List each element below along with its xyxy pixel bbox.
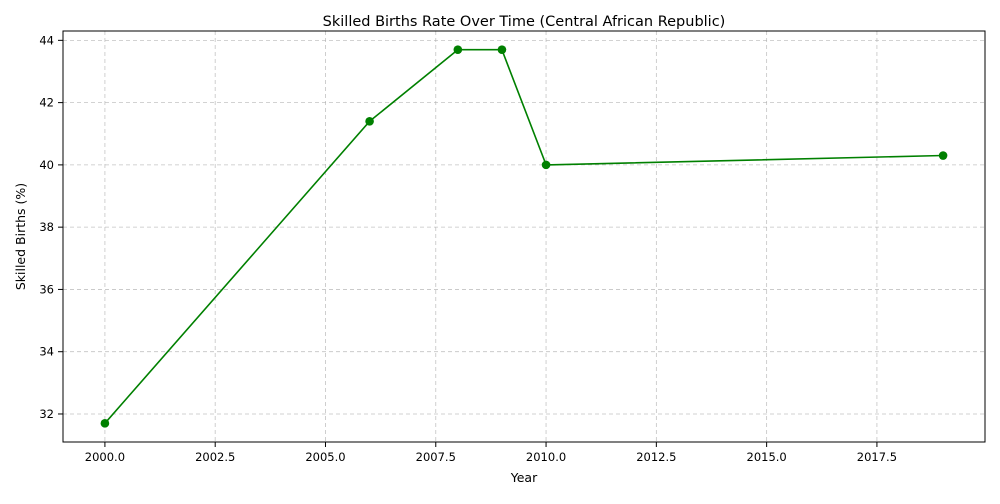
y-tick-label: 32 [39,407,54,421]
data-point [365,116,374,126]
x-axis-label: Year [510,470,538,485]
x-axis: 2000.0 2002.5 2005.0 2007.5 2010.0 2012.5 2015… [85,442,897,464]
data-point [938,151,948,160]
x-tick-label: 2012.5 [636,450,676,464]
plot-frame [62,30,986,443]
y-tick-label: 38 [39,220,54,234]
data-point [541,160,551,170]
y-tick-label: 40 [39,158,54,172]
y-tick-label: 36 [39,282,54,296]
data-point [100,419,110,428]
y-tick-label: 34 [39,345,54,359]
x-tick-label: 2017.5 [857,450,897,464]
x-tick-label: 2000.0 [85,450,125,464]
y-axis-label: Skilled Births (%) [13,183,28,290]
x-tick-label: 2002.5 [195,450,235,464]
x-tick-label: 2010.0 [526,450,566,464]
series-line [104,48,944,424]
x-tick-label: 2005.0 [305,450,345,464]
x-tick-label: 2015.0 [747,450,787,464]
chart-title: Skilled Births Rate Over Time (Central A… [323,14,726,30]
y-tick-label: 42 [39,96,54,110]
y-tick-label: 44 [39,33,54,47]
x-tick-label: 2007.5 [416,450,456,464]
data-point [453,45,463,54]
y-axis: 32 34 36 38 40 42 44 [39,33,63,421]
grid [63,31,985,442]
series-layer [100,45,948,428]
data-point [497,45,507,54]
